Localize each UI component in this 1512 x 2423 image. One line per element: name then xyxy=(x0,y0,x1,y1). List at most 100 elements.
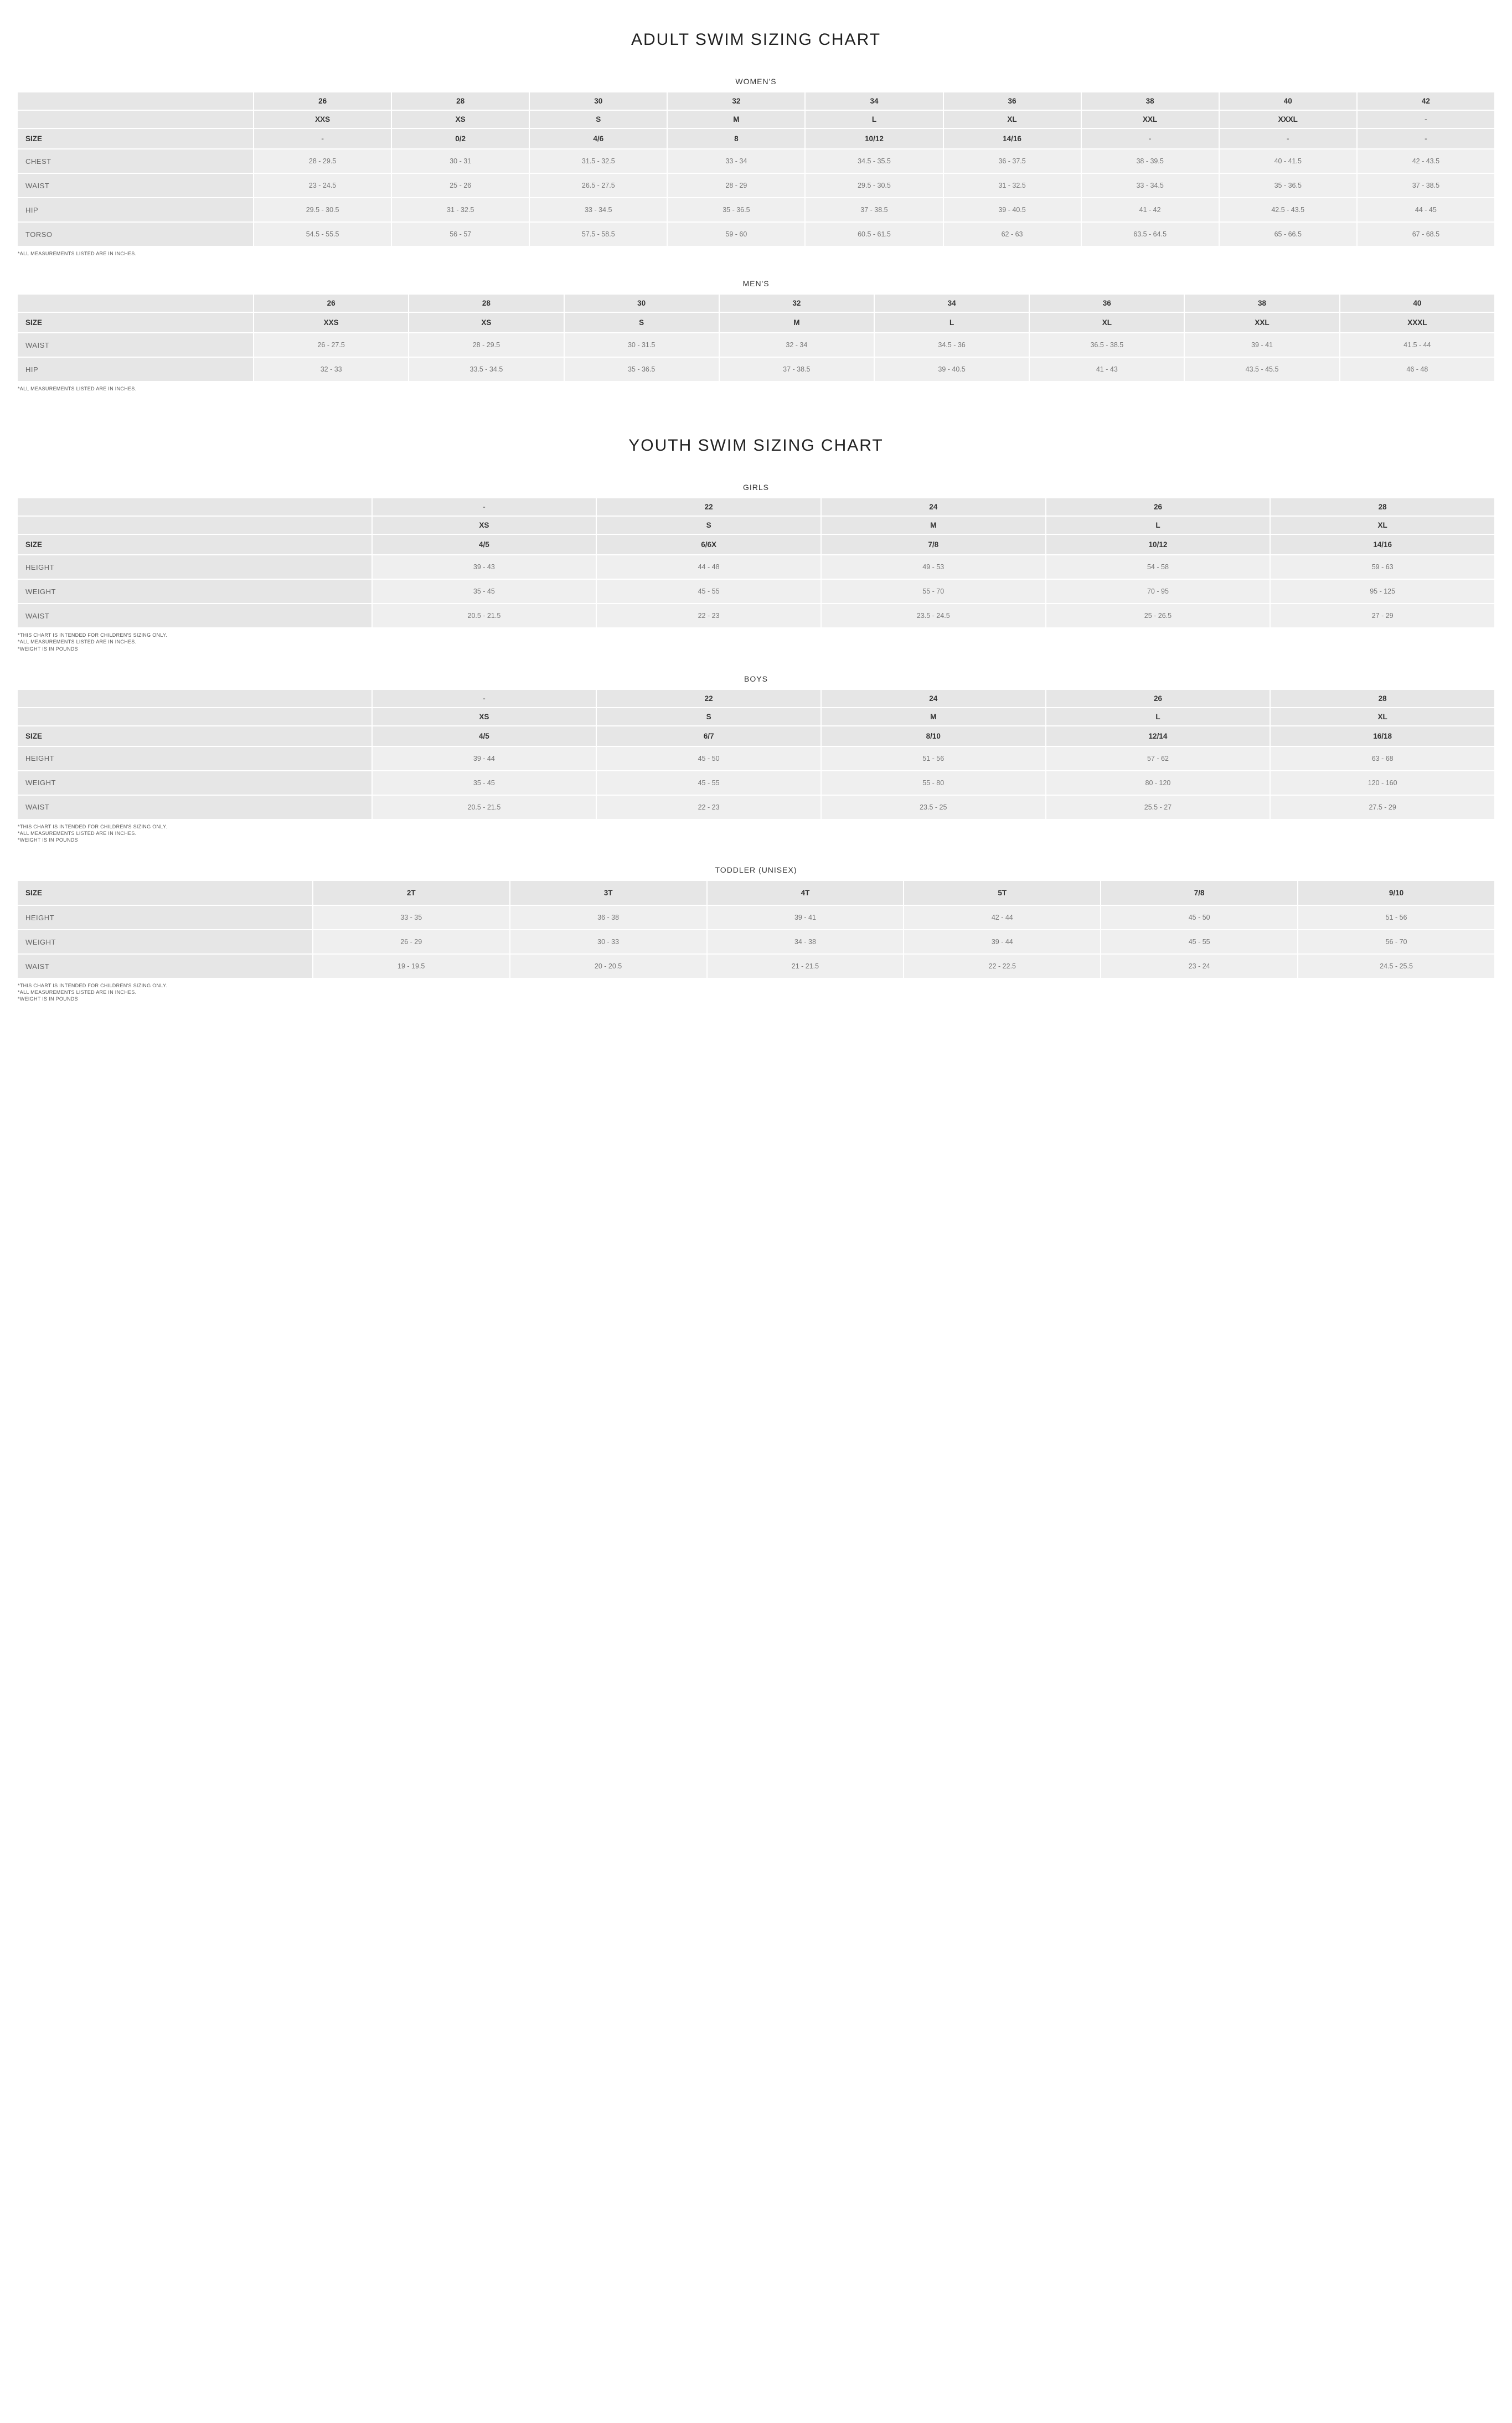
col-header: - xyxy=(254,128,391,149)
cell: 30 - 33 xyxy=(510,930,707,954)
cell: 21 - 21.5 xyxy=(707,954,904,978)
cell: 24.5 - 25.5 xyxy=(1298,954,1495,978)
cell: 51 - 56 xyxy=(821,746,1046,771)
cell: 32 - 33 xyxy=(254,357,409,382)
boys-height-row: HEIGHT 39 - 44 45 - 50 51 - 56 57 - 62 6… xyxy=(17,746,1495,771)
col-header: 34 xyxy=(805,92,943,110)
womens-chest-row: CHEST 28 - 29.5 30 - 31 31.5 - 32.5 33 -… xyxy=(17,149,1495,173)
col-header: M xyxy=(821,516,1046,534)
cell: 45 - 55 xyxy=(596,579,821,604)
col-header: M xyxy=(821,708,1046,726)
col-header: 28 xyxy=(391,92,529,110)
col-header: 7/8 xyxy=(1101,880,1298,905)
womens-torso-row: TORSO 54.5 - 55.5 56 - 57 57.5 - 58.5 59… xyxy=(17,222,1495,246)
cell: 35 - 36.5 xyxy=(564,357,719,382)
col-header: - xyxy=(1357,128,1495,149)
col-header: XXS xyxy=(254,312,409,333)
cell: 23.5 - 25 xyxy=(821,795,1046,819)
col-header: 2T xyxy=(313,880,510,905)
col-header: XXL xyxy=(1081,110,1219,128)
cell: 30 - 31 xyxy=(391,149,529,173)
cell: 63.5 - 64.5 xyxy=(1081,222,1219,246)
footnote: *ALL MEASUREMENTS LISTED ARE IN INCHES. xyxy=(18,385,1495,392)
cell: 60.5 - 61.5 xyxy=(805,222,943,246)
footnote: *WEIGHT IS IN POUNDS xyxy=(18,996,1495,1002)
col-header: M xyxy=(719,312,874,333)
col-header: 12/14 xyxy=(1046,726,1271,746)
row-label: CHEST xyxy=(17,149,254,173)
womens-waist-row: WAIST 23 - 24.5 25 - 26 26.5 - 27.5 28 -… xyxy=(17,173,1495,198)
cell: 35 - 45 xyxy=(372,771,597,795)
cell: 63 - 68 xyxy=(1270,746,1495,771)
col-header: 32 xyxy=(719,294,874,312)
cell: 45 - 50 xyxy=(1101,905,1298,930)
col-header: 34 xyxy=(874,294,1029,312)
footnote: *ALL MEASUREMENTS LISTED ARE IN INCHES. xyxy=(18,830,1495,837)
cell: 41 - 42 xyxy=(1081,198,1219,222)
mens-header-numeric: 26 28 30 32 34 36 38 40 xyxy=(17,294,1495,312)
cell: 42 - 44 xyxy=(904,905,1101,930)
page-title-youth: YOUTH SWIM SIZING CHART xyxy=(17,436,1495,455)
girls-header-alpha: XS S M L XL xyxy=(17,516,1495,534)
col-header: 40 xyxy=(1340,294,1495,312)
col-header: S xyxy=(564,312,719,333)
page-title-adult: ADULT SWIM SIZING CHART xyxy=(17,30,1495,49)
size-label: SIZE xyxy=(17,312,254,333)
cell: 22 - 23 xyxy=(596,604,821,628)
chart-caption-mens: MEN'S xyxy=(17,279,1495,288)
col-header: S xyxy=(529,110,667,128)
mens-header-alpha: SIZE XXS XS S M L XL XXL XXXL xyxy=(17,312,1495,333)
col-header: 26 xyxy=(254,92,391,110)
cell: 56 - 70 xyxy=(1298,930,1495,954)
col-header: 38 xyxy=(1081,92,1219,110)
cell: 59 - 63 xyxy=(1270,555,1495,579)
cell: 45 - 50 xyxy=(596,746,821,771)
cell: 57 - 62 xyxy=(1046,746,1271,771)
cell: 35 - 36.5 xyxy=(1219,173,1357,198)
cell: 28 - 29.5 xyxy=(254,149,391,173)
toddler-waist-row: WAIST 19 - 19.5 20 - 20.5 21 - 21.5 22 -… xyxy=(17,954,1495,978)
col-header: XS xyxy=(409,312,564,333)
col-header: 24 xyxy=(821,498,1046,516)
cell: 23 - 24 xyxy=(1101,954,1298,978)
col-header: 28 xyxy=(409,294,564,312)
boys-header-us: SIZE 4/5 6/7 8/10 12/14 16/18 xyxy=(17,726,1495,746)
cell: 20.5 - 21.5 xyxy=(372,795,597,819)
col-header: - xyxy=(1081,128,1219,149)
footnote: *ALL MEASUREMENTS LISTED ARE IN INCHES. xyxy=(18,638,1495,645)
cell: 33 - 34.5 xyxy=(529,198,667,222)
cell: 54.5 - 55.5 xyxy=(254,222,391,246)
girls-header-numeric: - 22 24 26 28 xyxy=(17,498,1495,516)
size-label: SIZE xyxy=(17,534,372,555)
footnote: *ALL MEASUREMENTS LISTED ARE IN INCHES. xyxy=(18,250,1495,257)
cell: 37 - 38.5 xyxy=(805,198,943,222)
col-header: 38 xyxy=(1184,294,1339,312)
womens-header-us: SIZE - 0/2 4/6 8 10/12 14/16 - - - xyxy=(17,128,1495,149)
girls-waist-row: WAIST 20.5 - 21.5 22 - 23 23.5 - 24.5 25… xyxy=(17,604,1495,628)
cell: 34.5 - 36 xyxy=(874,333,1029,357)
cell: 67 - 68.5 xyxy=(1357,222,1495,246)
boys-waist-row: WAIST 20.5 - 21.5 22 - 23 23.5 - 25 25.5… xyxy=(17,795,1495,819)
cell: 42.5 - 43.5 xyxy=(1219,198,1357,222)
col-header: 30 xyxy=(564,294,719,312)
womens-hip-row: HIP 29.5 - 30.5 31 - 32.5 33 - 34.5 35 -… xyxy=(17,198,1495,222)
cell: 70 - 95 xyxy=(1046,579,1271,604)
col-header: 3T xyxy=(510,880,707,905)
col-header: 26 xyxy=(1046,689,1271,708)
col-header: 28 xyxy=(1270,689,1495,708)
cell: 25 - 26 xyxy=(391,173,529,198)
cell: 23 - 24.5 xyxy=(254,173,391,198)
cell: 26 - 27.5 xyxy=(254,333,409,357)
cell: 80 - 120 xyxy=(1046,771,1271,795)
footnote: *THIS CHART IS INTENDED FOR CHILDREN'S S… xyxy=(18,632,1495,638)
size-label: SIZE xyxy=(17,128,254,149)
col-header: 6/7 xyxy=(596,726,821,746)
cell: 49 - 53 xyxy=(821,555,1046,579)
col-header: 36 xyxy=(1029,294,1184,312)
col-header: 5T xyxy=(904,880,1101,905)
row-label: WEIGHT xyxy=(17,771,372,795)
cell: 29.5 - 30.5 xyxy=(254,198,391,222)
cell: 46 - 48 xyxy=(1340,357,1495,382)
col-header: 26 xyxy=(1046,498,1271,516)
cell: 39 - 44 xyxy=(372,746,597,771)
